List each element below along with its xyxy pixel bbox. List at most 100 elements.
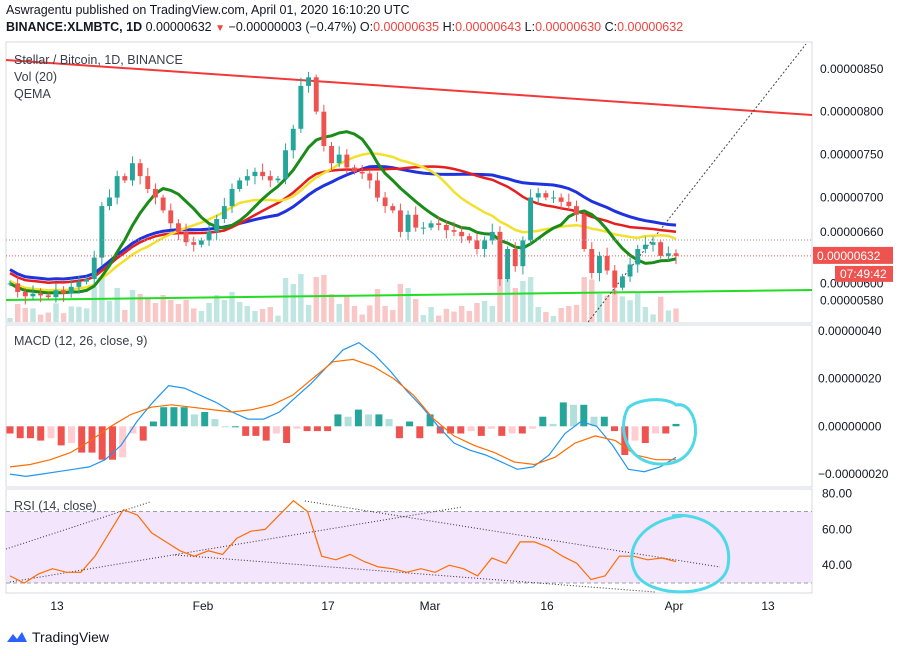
macd-histogram-bar: [78, 426, 86, 453]
candle-body: [375, 180, 380, 198]
macd-histogram-bar: [406, 421, 414, 427]
volume-bar: [489, 306, 495, 322]
volume-bar: [474, 303, 480, 322]
candle-body: [214, 219, 220, 232]
candle-body: [451, 230, 457, 232]
macd-histogram-bar: [426, 414, 434, 427]
macd-histogram-bar: [447, 426, 455, 434]
volume-bar: [336, 304, 342, 322]
volume-bar: [367, 305, 373, 322]
axes: 0.00000850 0.00000800 0.00000750 0.00000700…: [50, 62, 893, 613]
macd-pane-frame: [5, 324, 813, 488]
rsi-trendline-d: [174, 554, 656, 593]
rsi-trendline-a: [5, 501, 151, 550]
volume-bar: [658, 296, 664, 322]
volume-bar: [290, 284, 296, 322]
price-tick-label: 0.00000700: [820, 191, 884, 205]
volume-bar: [313, 277, 319, 322]
candle-body: [650, 242, 656, 245]
volume-bar: [114, 288, 120, 322]
time-tick-label: Mar: [420, 599, 441, 613]
candle-body: [658, 242, 664, 256]
time-tick-label: Feb: [193, 599, 214, 613]
tradingview-logo[interactable]: TradingView: [6, 629, 109, 645]
down-triangle-icon: ▼: [215, 23, 226, 34]
candle-body: [168, 210, 174, 224]
candle-body: [359, 171, 365, 174]
time-tick-label: 13: [761, 599, 775, 613]
volume-bar: [673, 308, 679, 322]
price-pane: [5, 43, 813, 323]
candle-body: [221, 206, 227, 219]
ma-blue-line: [9, 164, 677, 281]
volume-bar: [252, 311, 258, 322]
candle-body: [153, 188, 158, 198]
candle-body: [260, 171, 266, 177]
macd-legend[interactable]: MACD (12, 26, close, 9): [14, 334, 148, 348]
dotted-trendline: [587, 43, 807, 323]
macd-pane: [6, 342, 697, 478]
candle-body: [107, 197, 112, 207]
candle-body: [405, 214, 411, 232]
macd-histogram-bar: [139, 426, 147, 441]
candle-body: [298, 85, 304, 129]
open-value: 0.00000635: [373, 20, 440, 34]
candle-body: [283, 150, 288, 179]
rsi-legend[interactable]: RSI (14, close): [14, 499, 97, 513]
volume-bar: [244, 306, 250, 322]
price-legend-title[interactable]: Stellar / Bitcoin, 1D, BINANCE: [14, 53, 183, 67]
symbol-name: BINANCE:XLMBTC, 1D: [6, 20, 143, 34]
volume-bar: [535, 307, 541, 322]
volume-bar: [137, 294, 143, 322]
candle-body: [61, 290, 66, 294]
volume-bar: [374, 289, 381, 322]
volume-bar: [229, 292, 235, 322]
candle-body: [436, 223, 442, 225]
macd-histogram-bar: [190, 414, 198, 427]
macd-highlight-circle: [622, 398, 697, 466]
macd-histogram-bar: [498, 426, 506, 436]
macd-histogram-bar: [6, 426, 14, 434]
price-change: −0.00000003 (−0.47%): [228, 20, 357, 34]
volume-bar: [91, 287, 97, 322]
volume-bar: [175, 304, 182, 322]
volume-bar: [573, 305, 580, 322]
macd-line: [9, 342, 677, 478]
candle-body: [53, 290, 59, 298]
rsi-pane: [5, 499, 812, 594]
candle-body: [145, 176, 151, 189]
volume-legend[interactable]: Vol (20): [14, 70, 58, 84]
candle-body: [574, 206, 579, 215]
countdown-label: 07:49:42: [840, 267, 887, 281]
candle-body: [581, 214, 587, 249]
candle-body: [520, 240, 526, 267]
volume-bar: [543, 312, 549, 322]
close-value: 0.00000632: [617, 20, 684, 34]
last-price: 0.00000632: [145, 20, 212, 34]
volume-bar: [382, 306, 388, 322]
candle-body: [413, 214, 419, 228]
qema-legend[interactable]: QEMA: [14, 87, 51, 101]
volume-bar: [53, 303, 59, 322]
macd-histogram-bar: [570, 404, 577, 427]
time-tick-label: 17: [321, 599, 335, 613]
volume-bar: [22, 308, 28, 322]
volume-bar: [650, 314, 656, 322]
macd-histogram-bar: [129, 426, 137, 434]
symbol-line: BINANCE:XLMBTC, 1D 0.00000632 ▼ −0.00000…: [6, 20, 684, 34]
volume-bar: [397, 284, 404, 322]
volume-bar: [459, 306, 465, 322]
volume-bar: [305, 305, 312, 322]
volume-bar: [45, 312, 51, 322]
volume-bar: [60, 313, 67, 322]
candle-body: [420, 227, 426, 229]
candle-body: [612, 270, 618, 288]
price-tick-label: 0.00000850: [820, 62, 884, 76]
macd-histogram-bar: [375, 414, 383, 427]
candle-body: [22, 292, 28, 297]
rsi-trendline-b: [9, 506, 463, 583]
volume-bar: [635, 293, 641, 322]
macd-histogram-bar: [303, 426, 311, 432]
candle-body: [84, 279, 89, 282]
